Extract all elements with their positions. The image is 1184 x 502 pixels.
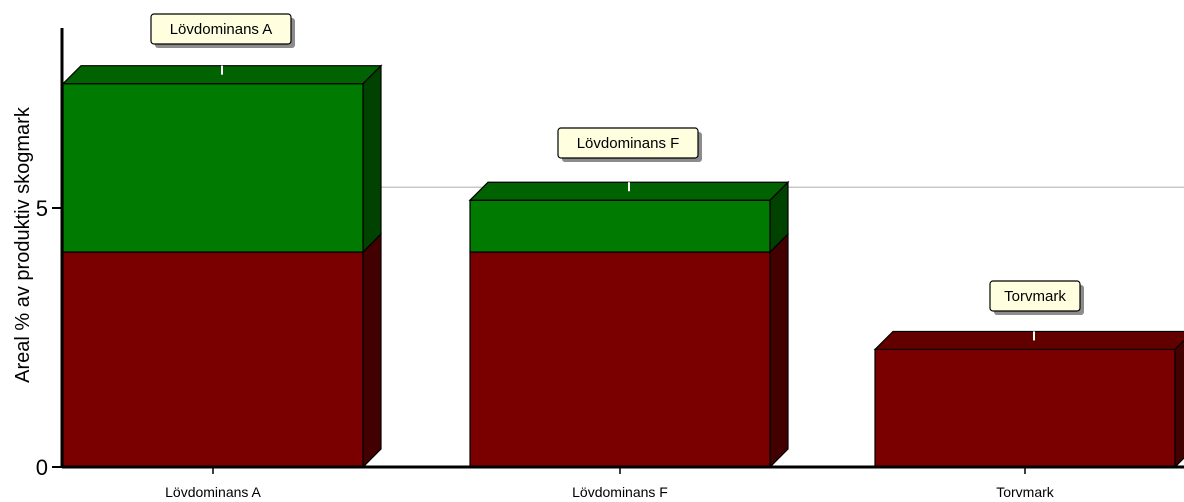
bar-side-2-1 (769, 232, 789, 469)
callout-1: Lövdominans A (150, 13, 295, 48)
bar-segment-2-2 (469, 199, 771, 253)
callout-2: Lövdominans F (557, 127, 702, 162)
callout-box (557, 127, 699, 159)
callout-label: Torvmark (1004, 288, 1066, 305)
bar-segment-1-1 (62, 251, 364, 468)
callout-label: Lövdominans A (170, 21, 273, 38)
bar-side-1-1 (362, 232, 382, 469)
y-tick-label: 5 (36, 196, 48, 221)
callout-box (150, 13, 292, 45)
y-tick-label: 0 (36, 455, 48, 480)
callout-box (989, 280, 1081, 312)
bar-segment-2-1 (469, 251, 771, 468)
callout-3: Torvmark (989, 280, 1084, 315)
bar-side-1-2 (362, 64, 382, 254)
bar-segment-1-2 (62, 83, 364, 253)
x-tick-label: Lövdominans F (572, 484, 668, 500)
bar-top-3 (873, 330, 1184, 351)
bar-segment-3-1 (874, 348, 1176, 468)
y-axis-title: Areal % av produktiv skogmark (12, 106, 34, 383)
x-tick-label: Lövdominans A (165, 484, 261, 500)
x-tick-label: Torvmark (996, 484, 1055, 500)
bar-side-3-1 (1174, 339, 1184, 469)
callout-label: Lövdominans F (577, 135, 680, 152)
